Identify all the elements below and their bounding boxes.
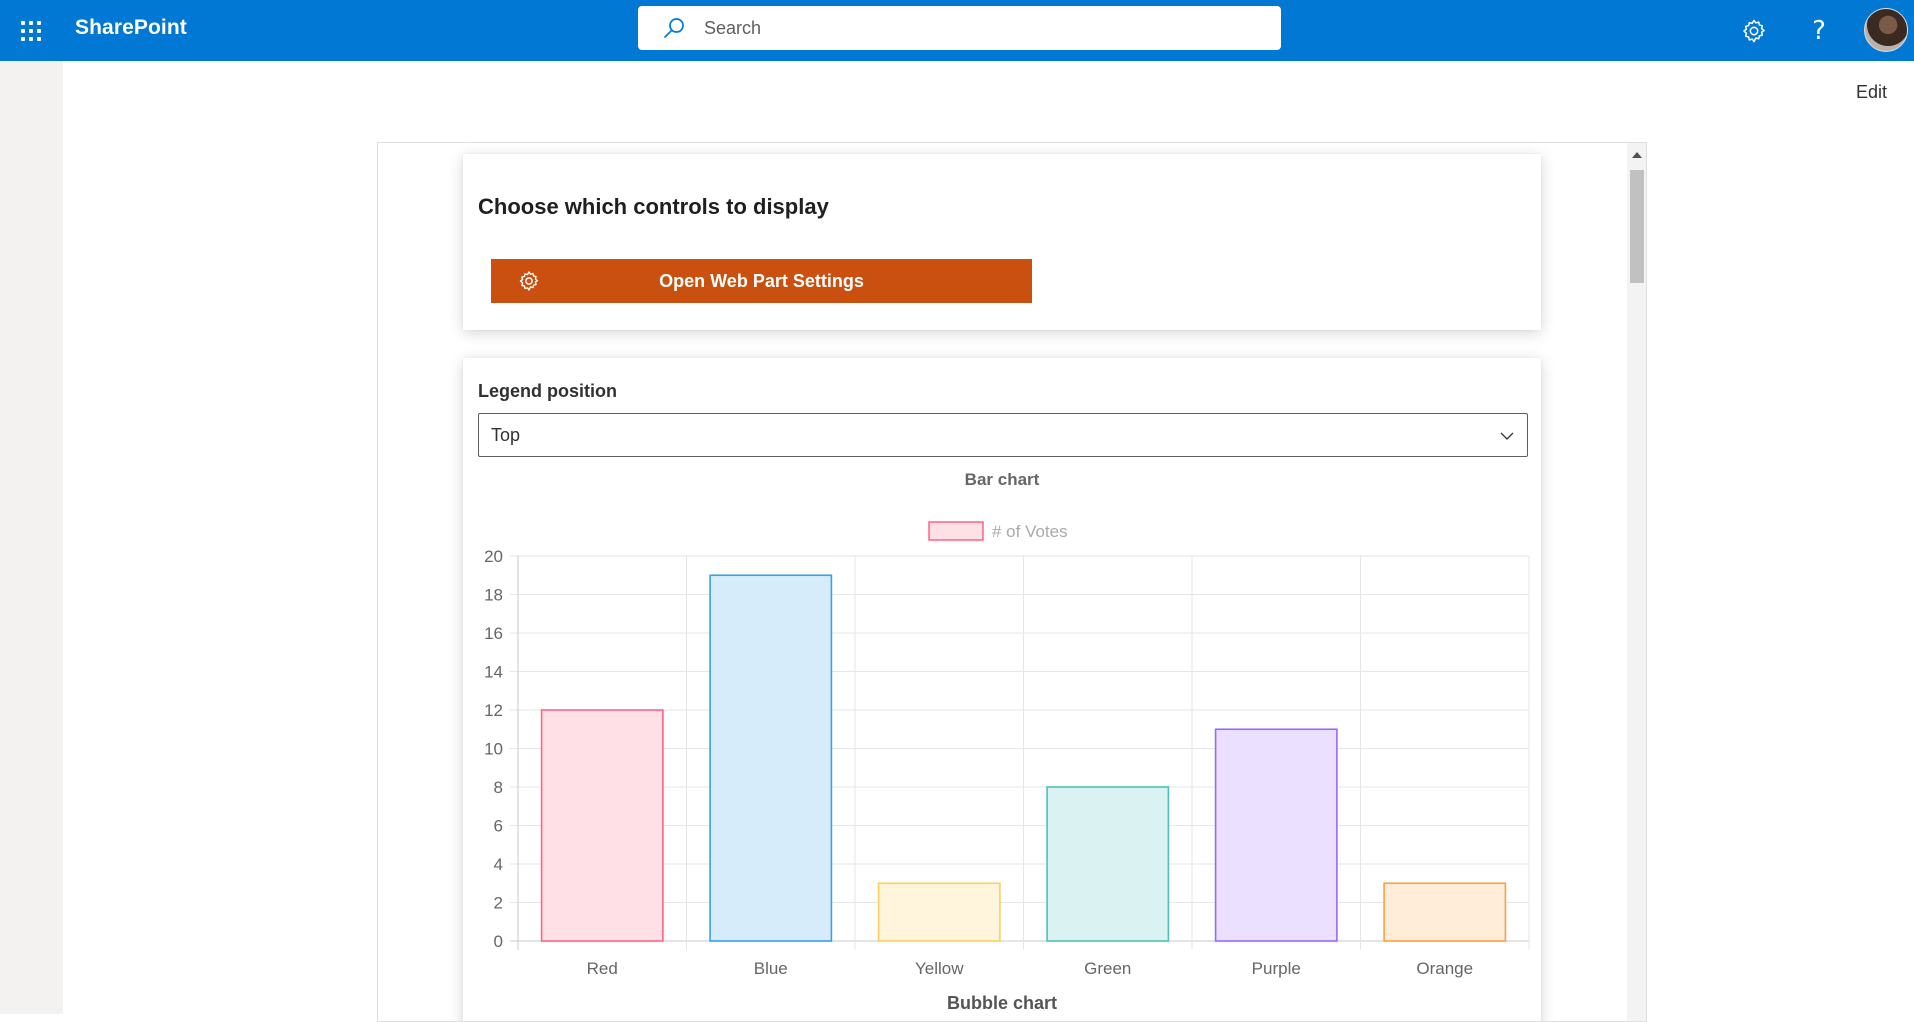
x-tick-label: Blue (754, 959, 788, 978)
legend-position-dropdown[interactable]: Top (478, 413, 1528, 457)
search-icon (664, 18, 684, 38)
y-tick-label: 4 (494, 855, 503, 874)
legend-position-label: Legend position (478, 381, 617, 401)
legend-label[interactable]: # of Votes (992, 522, 1068, 541)
next-section-title: Bubble chart (946, 993, 1057, 1013)
bar-red[interactable] (540, 709, 664, 942)
scroll-up-arrow-icon[interactable] (1627, 143, 1646, 167)
gear-icon (1743, 19, 1765, 42)
y-tick-label: 14 (484, 663, 503, 682)
chart-bars (540, 574, 1507, 942)
help-icon: ? (1812, 15, 1826, 46)
scroll-thumb[interactable] (1630, 170, 1644, 283)
x-tick-label: Yellow (915, 959, 964, 978)
x-tick-label: Green (1084, 959, 1131, 978)
button-label: Open Web Part Settings (659, 270, 864, 291)
chevron-down-icon (1500, 432, 1514, 440)
avatar[interactable] (1864, 8, 1908, 52)
y-tick-label: 12 (484, 701, 503, 720)
bar-yellow[interactable] (877, 882, 1001, 942)
chart-card: Legend position Top Bar chart # of Votes 0… (463, 358, 1541, 1021)
search-placeholder: Search (704, 17, 762, 38)
workbench-frame: Choose which controls to display Open We… (377, 142, 1647, 1022)
y-tick-label: 18 (484, 586, 503, 605)
dropdown-value: Top (491, 425, 521, 445)
x-tick-label: Purple (1252, 959, 1301, 978)
scrollbar[interactable] (1627, 143, 1646, 1021)
bar-orange[interactable] (1383, 882, 1507, 942)
open-web-part-settings-button[interactable]: Open Web Part Settings (491, 259, 1032, 303)
bar-purple[interactable] (1214, 728, 1338, 942)
chart-title: Bar chart (965, 470, 1040, 489)
edit-button[interactable]: Edit (1856, 82, 1888, 102)
bar-blue[interactable] (709, 574, 833, 942)
app-title[interactable]: SharePoint (75, 16, 187, 39)
help-button[interactable]: ? (1793, 0, 1845, 61)
settings-button[interactable] (1728, 0, 1780, 61)
chart-grid (510, 555, 1530, 950)
x-tick-label: Orange (1416, 959, 1473, 978)
y-tick-label: 0 (494, 932, 503, 951)
x-tick-label: Red (587, 959, 618, 978)
y-tick-label: 10 (484, 740, 503, 759)
waffle-icon[interactable] (0, 0, 61, 61)
bar-chart: Bar chart # of Votes 0 2 4 6 8 10 12 14 16 18 20 Red B… (484, 470, 1530, 978)
y-tick-label: 16 (484, 624, 503, 643)
left-rail (0, 61, 63, 1014)
card-title: Choose which controls to display (478, 194, 829, 219)
search-box[interactable]: Search (638, 6, 1281, 50)
y-tick-label: 8 (494, 778, 503, 797)
legend-swatch[interactable] (928, 521, 984, 541)
y-tick-label: 6 (494, 817, 503, 836)
y-tick-label: 20 (484, 547, 503, 566)
suite-bar: SharePoint Search ? (0, 0, 1914, 61)
gear-icon (519, 271, 539, 291)
y-tick-label: 2 (494, 894, 503, 913)
controls-card: Choose which controls to display Open We… (463, 154, 1541, 330)
bar-green[interactable] (1046, 786, 1170, 942)
chart-labels: Bar chart # of Votes 0 2 4 6 8 10 12 14 16 18 20 Red B… (484, 470, 1473, 978)
